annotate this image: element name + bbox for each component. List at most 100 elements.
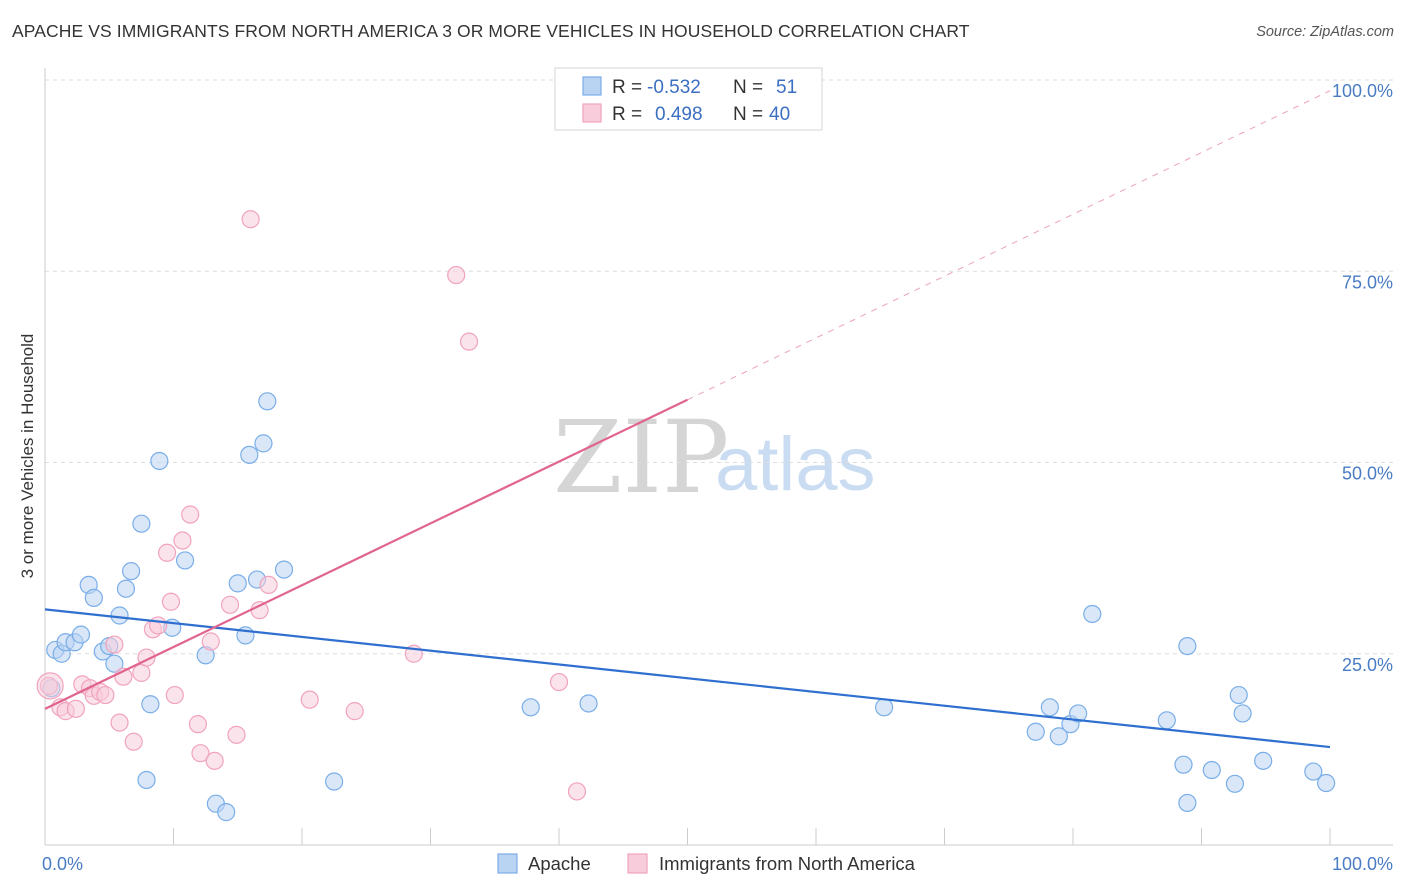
- data-point-immigrants: [165, 685, 184, 705]
- data-point-immigrants: [567, 782, 587, 801]
- data-point-apache: [132, 514, 151, 533]
- axes: [44, 68, 1393, 846]
- stats-r-label-apache: R =: [612, 77, 642, 98]
- data-point-apache: [228, 574, 247, 593]
- x-tick-label: 0.0%: [42, 854, 83, 874]
- data-point-cluster: [36, 672, 64, 700]
- data-point-apache: [217, 803, 236, 822]
- watermark: ZIP atlas: [553, 399, 876, 516]
- data-point-immigrants: [447, 265, 466, 285]
- data-point-immigrants: [191, 744, 210, 763]
- data-point-apache: [1304, 762, 1323, 781]
- data-point-apache: [1026, 722, 1045, 741]
- data-point-apache: [141, 695, 160, 714]
- data-point-immigrants: [105, 635, 124, 654]
- data-point-immigrants: [220, 595, 240, 614]
- data-point-apache: [521, 698, 540, 717]
- data-point-apache: [1178, 636, 1197, 656]
- data-point-immigrants: [259, 575, 278, 595]
- data-point-apache: [240, 445, 259, 464]
- tick-labels: 25.0% 50.0% 75.0% 100.0% 0.0% 100.0%: [42, 81, 1393, 874]
- data-point-apache: [1040, 698, 1059, 717]
- y-tick-label: 75.0%: [1342, 272, 1393, 292]
- data-point-apache: [1069, 704, 1088, 723]
- data-point-apache: [1229, 685, 1248, 705]
- grid: [45, 79, 1393, 655]
- data-point-apache: [1083, 604, 1102, 624]
- legend-swatch-immigrants: [627, 853, 648, 874]
- data-point-immigrants: [549, 672, 569, 692]
- data-point-apache: [579, 694, 598, 713]
- stats-swatch-immigrants: [582, 103, 602, 123]
- data-point-immigrants: [459, 332, 479, 351]
- x-tick-label: 100.0%: [1332, 854, 1393, 874]
- data-point-immigrants: [96, 685, 115, 705]
- data-point-apache: [150, 451, 169, 471]
- data-point-immigrants: [132, 663, 151, 682]
- data-point-apache: [274, 560, 294, 579]
- data-point-apache: [258, 392, 277, 411]
- data-point-apache: [325, 772, 344, 791]
- data-point-immigrants: [173, 531, 192, 550]
- data-point-apache: [1178, 793, 1197, 813]
- data-point-immigrants: [188, 715, 208, 734]
- trend-lines: [44, 90, 1331, 749]
- data-point-immigrants: [201, 632, 220, 651]
- stats-legend-box: R = -0.532 N = 51 R = 0.498 N = 40: [554, 67, 823, 131]
- stats-swatch-apache: [582, 76, 602, 96]
- legend-label-immigrants: Immigrants from North America: [659, 853, 916, 874]
- data-point-immigrants: [161, 592, 181, 611]
- data-point-apache: [105, 654, 124, 673]
- data-point-apache: [1317, 773, 1336, 793]
- data-point-immigrants: [250, 601, 269, 620]
- trend-line-apache: [44, 608, 1331, 749]
- legend-label-apache: Apache: [528, 853, 591, 874]
- legend-swatch-apache: [497, 853, 518, 874]
- data-point-apache: [121, 562, 141, 581]
- data-point-apache: [1254, 751, 1273, 770]
- data-point-immigrants: [110, 713, 129, 732]
- trend-line-immigrants-extension: [687, 90, 1331, 401]
- data-point-immigrants: [345, 702, 364, 721]
- data-point-immigrants: [66, 699, 85, 718]
- data-point-apache: [110, 606, 129, 625]
- data-point-immigrants: [124, 732, 143, 751]
- data-point-immigrants: [241, 210, 260, 229]
- y-tick-label: 25.0%: [1342, 655, 1393, 675]
- data-point-apache: [1225, 774, 1245, 793]
- data-point-immigrants: [300, 690, 319, 709]
- watermark-atlas: atlas: [715, 422, 876, 507]
- stats-n-label-immigrants: N =: [733, 104, 763, 125]
- stats-r-value-immigrants: 0.498: [655, 104, 703, 125]
- data-point-apache: [875, 698, 894, 717]
- data-point-apache: [1202, 760, 1221, 780]
- stats-n-value-apache: 51: [776, 77, 797, 98]
- data-point-apache: [1233, 704, 1252, 723]
- data-point-immigrants: [227, 725, 246, 744]
- stats-n-value-immigrants: 40: [769, 104, 790, 125]
- data-point-immigrants: [157, 543, 177, 562]
- data-point-apache: [175, 551, 195, 570]
- data-point-apache: [71, 625, 91, 644]
- data-point-apache: [1157, 711, 1176, 730]
- data-point-apache: [254, 434, 273, 453]
- stats-n-label-apache: N =: [733, 77, 763, 98]
- y-axis-label: 3 or more Vehicles in Household: [18, 334, 37, 579]
- data-point-immigrants: [181, 505, 200, 524]
- trend-line-immigrants: [44, 398, 688, 710]
- chart-source: Source: ZipAtlas.com: [1256, 24, 1394, 40]
- watermark-zip: ZIP: [553, 399, 729, 516]
- data-point-apache: [1174, 755, 1193, 774]
- bottom-legend: Apache Immigrants from North America: [497, 853, 916, 874]
- data-point-apache: [84, 588, 103, 608]
- data-point-immigrants: [205, 751, 224, 770]
- data-point-apache: [1049, 727, 1068, 746]
- y-tick-label: 100.0%: [1332, 81, 1393, 101]
- data-point-immigrants: [148, 616, 168, 635]
- y-tick-label: 50.0%: [1342, 464, 1393, 484]
- stats-r-value-apache: -0.532: [647, 77, 701, 98]
- chart-title: APACHE VS IMMIGRANTS FROM NORTH AMERICA …: [12, 21, 970, 41]
- stats-r-label-immigrants: R =: [612, 104, 642, 125]
- data-point-apache: [137, 770, 156, 790]
